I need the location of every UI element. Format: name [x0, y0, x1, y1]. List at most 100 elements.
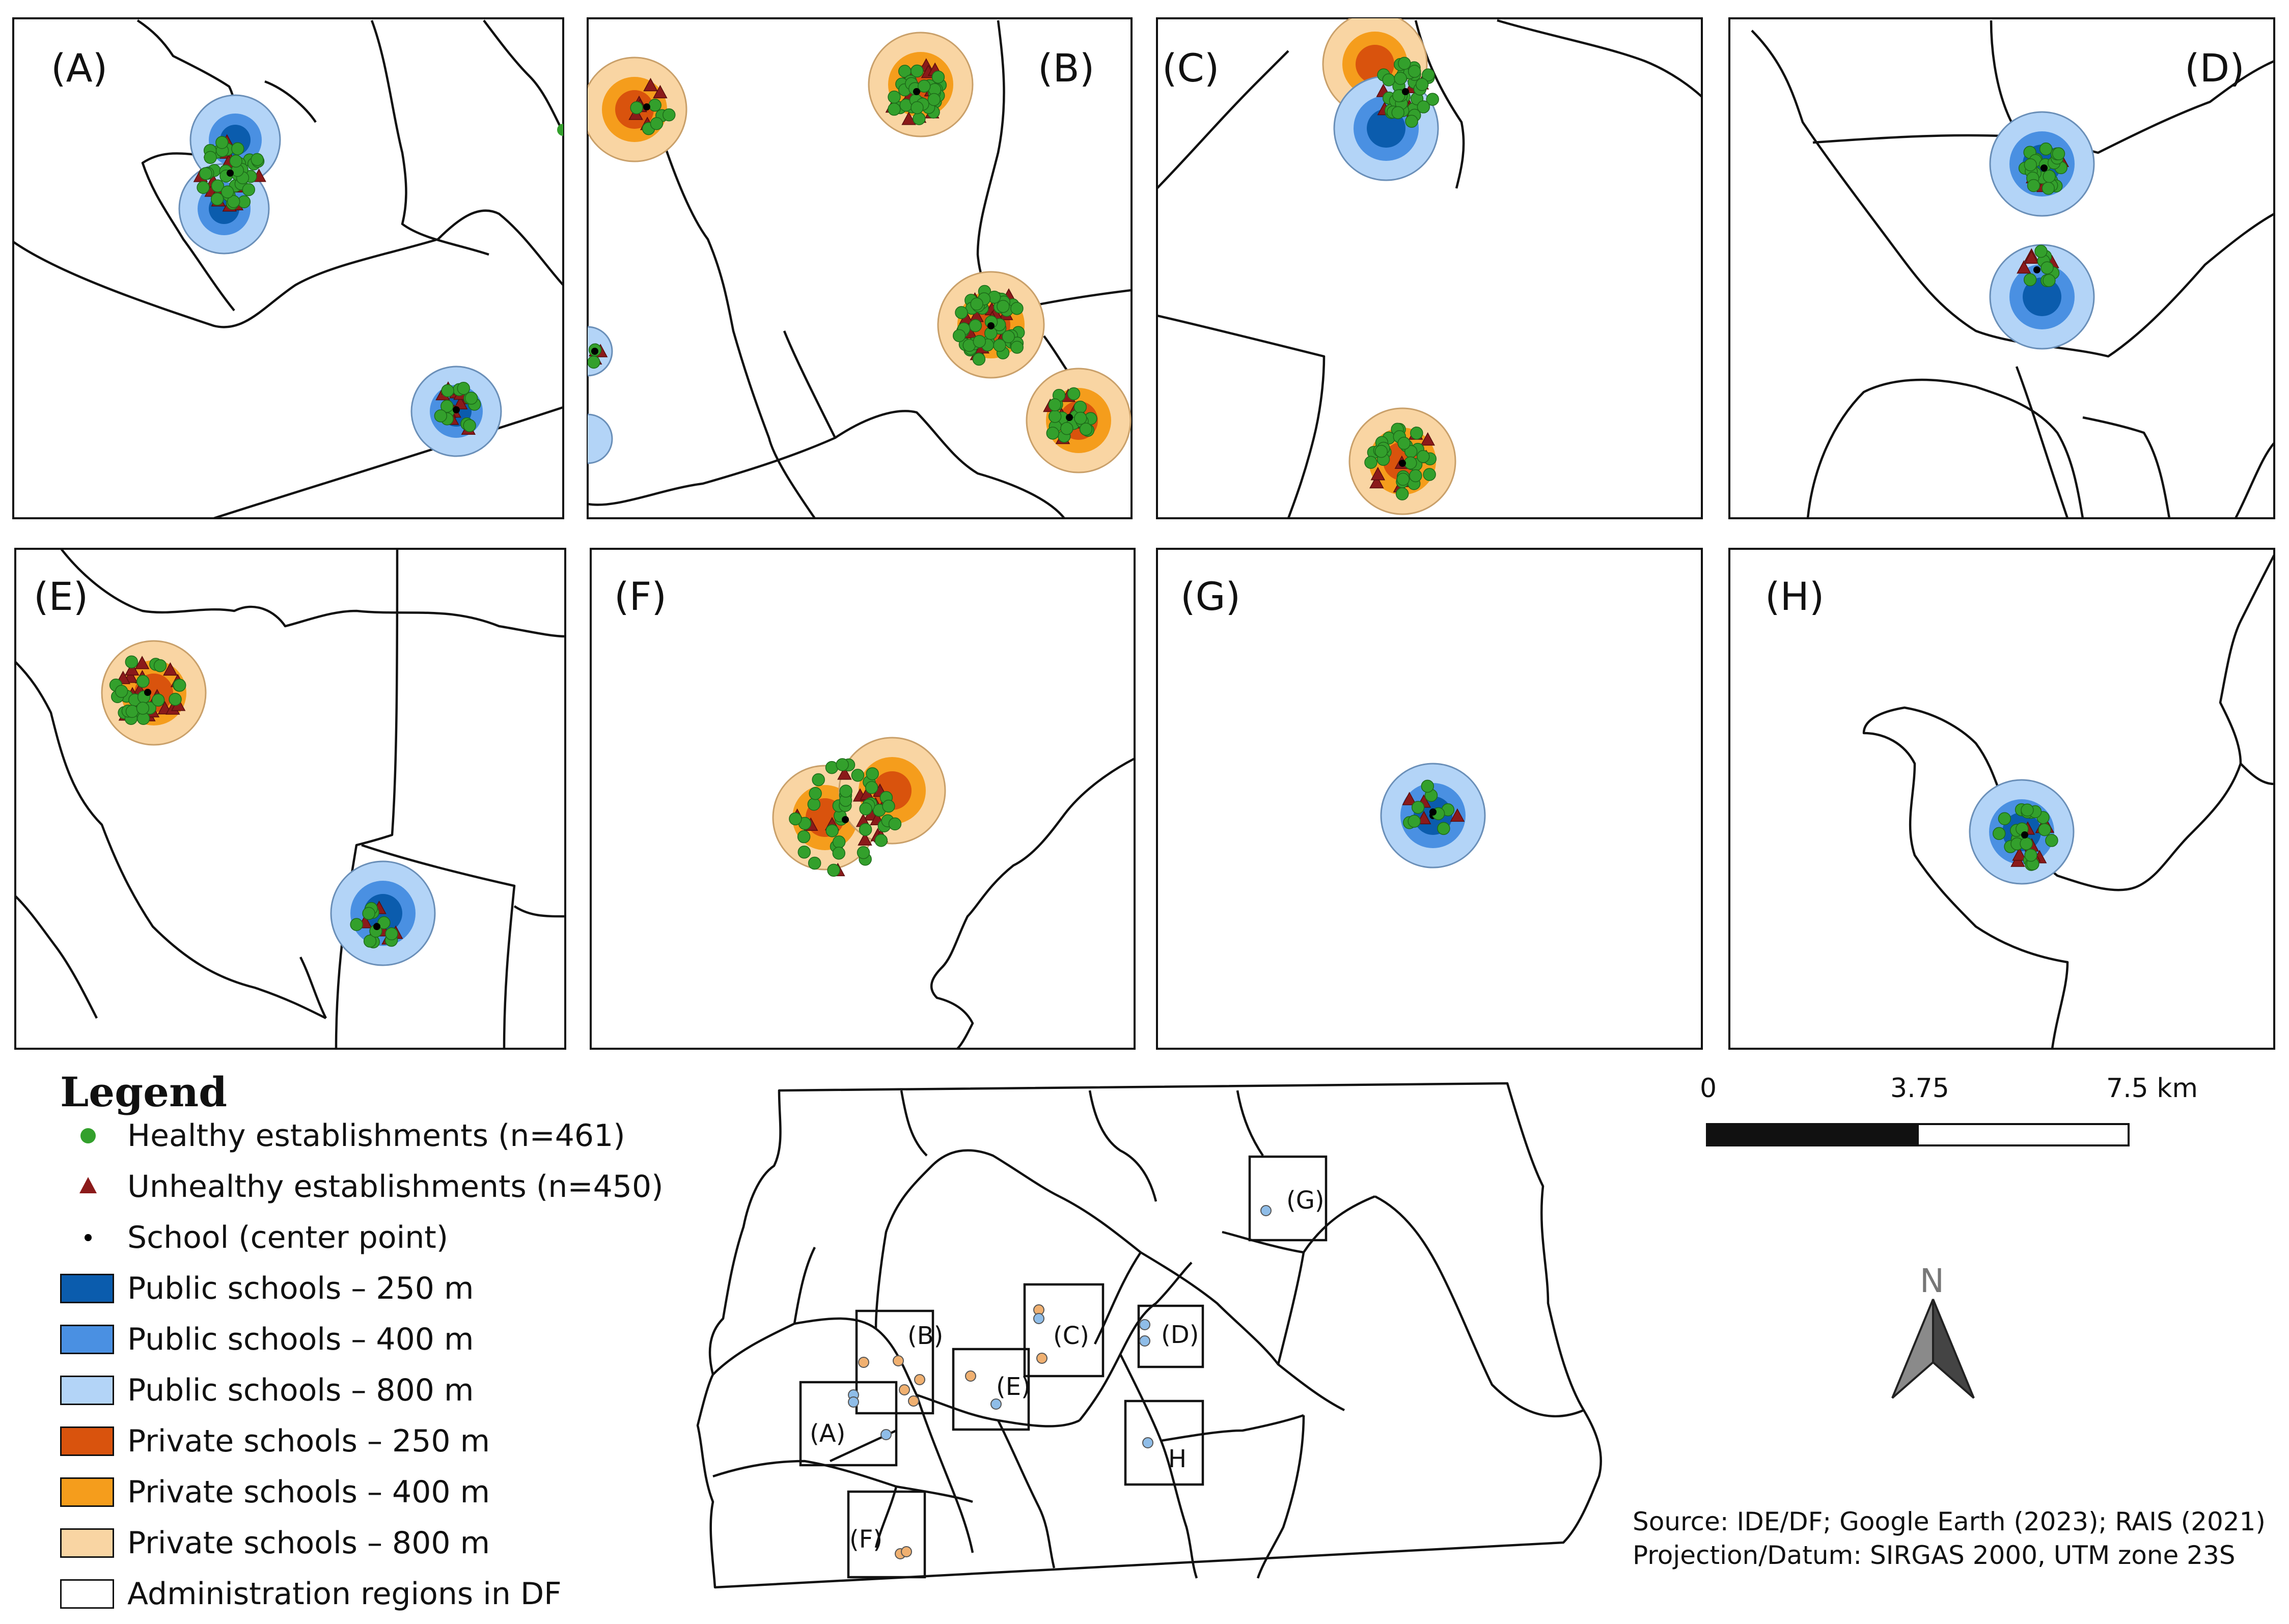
- healthy-establishment-marker: [888, 102, 901, 116]
- healthy-establishment-marker: [2042, 182, 2055, 195]
- legend-label: Unhealthy establishments (n=450): [127, 1169, 664, 1205]
- school-center-point: [1399, 460, 1406, 467]
- healthy-establishment-marker: [136, 675, 150, 688]
- overview-label-f: (F): [849, 1525, 882, 1554]
- healthy-establishment-marker: [789, 812, 802, 826]
- school-center-point: [591, 348, 598, 355]
- unhealthy-establishment-marker: [1369, 474, 1384, 489]
- healthy-establishment-marker: [1382, 73, 1395, 87]
- healthy-establishment-marker: [931, 70, 945, 84]
- school-center-point: [2033, 266, 2040, 273]
- overview-label-h: H: [1168, 1445, 1187, 1473]
- projection-text: Projection/Datum: SIRGAS 2000, UTM zone …: [1633, 1541, 2236, 1570]
- healthy-establishment-marker: [827, 863, 840, 877]
- healthy-establishment-marker: [969, 319, 982, 332]
- healthy-establishment-marker: [1074, 411, 1087, 425]
- healthy-establishment-marker: [1423, 468, 1436, 481]
- legend-item-private-250: Private schools – 250 m: [60, 1419, 490, 1463]
- healthy-establishment-marker: [1992, 827, 2006, 841]
- healthy-establishment-marker: [1048, 398, 1062, 411]
- overview-school-dots: [848, 1205, 1272, 1559]
- healthy-establishment-marker: [385, 927, 398, 941]
- healthy-establishment-marker: [1410, 427, 1423, 440]
- legend-item-public-250: Public schools – 250 m: [60, 1267, 474, 1310]
- healthy-establishment-marker: [197, 181, 210, 194]
- legend-label: Private schools – 400 m: [127, 1474, 490, 1510]
- school-center-point: [2021, 831, 2028, 838]
- healthy-establishment-marker: [1067, 387, 1081, 401]
- inset-box-f: [847, 1490, 926, 1579]
- healthy-establishment-marker: [866, 767, 879, 780]
- healthy-establishment-marker: [153, 659, 167, 673]
- swatch-icon: [60, 1373, 116, 1408]
- school-center-point: [842, 816, 849, 823]
- inset-box-c: [1023, 1283, 1105, 1378]
- panel-g: (G): [1156, 548, 1703, 1050]
- legend-item-public-800: Public schools – 800 m: [60, 1368, 474, 1412]
- healthy-establishment-marker: [136, 702, 150, 715]
- healthy-establishment-marker: [1395, 487, 1409, 500]
- legend-item-public-400: Public schools – 400 m: [60, 1318, 474, 1361]
- healthy-establishment-marker: [1374, 444, 1388, 458]
- healthy-establishment-marker: [874, 834, 888, 847]
- healthy-establishment-marker: [1417, 100, 1430, 114]
- unhealthy-establishment-marker: [1370, 467, 1386, 481]
- healthy-establishment-marker: [1421, 779, 1435, 793]
- healthy-establishment-marker: [650, 117, 664, 130]
- healthy-establishment-marker: [2043, 274, 2056, 287]
- healthy-establishment-marker: [251, 153, 264, 166]
- inset-box-g: [1248, 1155, 1328, 1242]
- healthy-establishment-marker: [1398, 57, 1411, 70]
- healthy-establishment-marker: [2045, 834, 2058, 847]
- healthy-establishment-marker: [911, 101, 924, 115]
- school-center-point: [2040, 164, 2048, 172]
- scale-bar: [1706, 1123, 2130, 1146]
- panel-d: (D): [1728, 17, 2275, 519]
- panel-label-g: (G): [1180, 574, 1240, 619]
- healthy-establishment-marker: [857, 846, 870, 859]
- school-center-point: [1402, 88, 1409, 95]
- unhealthy-establishment-marker: [858, 832, 872, 846]
- healthy-establishment-marker: [882, 799, 895, 813]
- healthy-establishment-marker: [434, 409, 448, 423]
- healthy-establishment-marker: [2039, 142, 2053, 156]
- healthy-establishment-marker: [169, 692, 182, 706]
- healthy-establishment-marker: [808, 856, 821, 870]
- healthy-establishment-marker: [1404, 456, 1417, 469]
- panel-label-d: (D): [2185, 45, 2245, 91]
- legend-label: Public schools – 400 m: [127, 1322, 474, 1357]
- healthy-establishment-marker: [832, 847, 846, 860]
- panel-f: (F): [590, 548, 1136, 1050]
- swatch-icon: [60, 1576, 116, 1612]
- healthy-establishment-marker: [836, 758, 849, 771]
- legend-label: Healthy establishments (n=461): [127, 1118, 625, 1154]
- healthy-establishment-marker: [911, 64, 924, 78]
- healthy-establishment-marker: [1415, 78, 1429, 91]
- healthy-establishment-marker: [972, 352, 986, 366]
- healthy-establishment-marker: [231, 142, 244, 155]
- school-center-point: [913, 88, 920, 95]
- scale-label-end: 7.5 km: [2106, 1073, 2198, 1104]
- healthy-establishment-marker: [970, 297, 983, 311]
- legend-item-healthy: Healthy establishments (n=461): [60, 1114, 625, 1158]
- healthy-establishment-marker: [173, 679, 186, 692]
- school-center-point: [1429, 808, 1437, 816]
- inset-box-d: [1137, 1304, 1204, 1368]
- scale-label-0: 0: [1700, 1073, 1717, 1104]
- healthy-establishment-marker: [648, 98, 661, 112]
- unhealthy-establishment-marker: [1402, 792, 1417, 805]
- unhealthy-establishment-marker: [163, 662, 178, 676]
- healthy-establishment-marker: [1010, 341, 1024, 354]
- healthy-establishment-marker: [440, 400, 454, 413]
- legend-label: School (center point): [127, 1220, 449, 1255]
- healthy-establishment-marker: [997, 300, 1010, 313]
- healthy-establishment-marker: [2034, 244, 2048, 258]
- healthy-establishment-marker: [888, 817, 902, 831]
- healthy-establishment-marker: [888, 90, 901, 104]
- legend-item-admin-regions: Administration regions in DF: [60, 1572, 562, 1616]
- healthy-establishment-marker: [812, 773, 825, 787]
- green-circle-icon: [60, 1118, 116, 1154]
- healthy-establishment-marker: [955, 306, 968, 319]
- healthy-establishment-marker: [377, 916, 391, 930]
